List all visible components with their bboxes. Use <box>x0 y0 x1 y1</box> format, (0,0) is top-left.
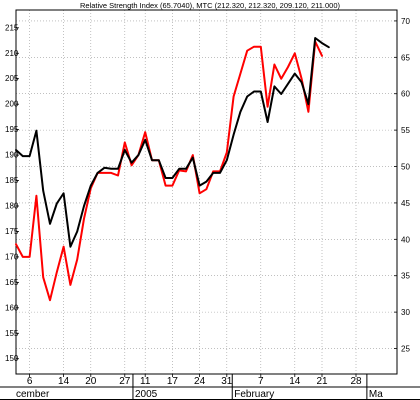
right-axis: 25 30 35 40 45 50 55 60 65 70 <box>394 17 410 354</box>
right-tick-label: 65 <box>401 53 410 62</box>
x-tick-label: 17 <box>167 376 179 387</box>
price-line <box>15 37 330 248</box>
month-label: Ma <box>369 389 383 400</box>
month-label: 2005 <box>135 389 158 400</box>
left-tick-label: 180 <box>5 202 19 211</box>
left-tick-label: 185 <box>5 176 19 185</box>
plot-border <box>15 9 398 375</box>
x-tick-label: 14 <box>58 376 70 387</box>
x-tick-label: 7 <box>258 376 264 387</box>
month-label: February <box>234 389 274 400</box>
left-tick-label: 200 <box>5 100 19 109</box>
left-tick-label: 160 <box>5 303 19 312</box>
series-lines <box>15 37 330 302</box>
left-axis: 150 155 160 165 170 175 180 185 190 195 200 205 210 2… <box>5 23 19 363</box>
left-tick-label: 155 <box>5 329 19 338</box>
right-tick-label: 55 <box>401 126 410 135</box>
x-tick-label: 24 <box>194 376 206 387</box>
x-axis: 6 14 20 27 11 17 24 31 7 14 21 28 cember 2005 February… <box>16 374 383 400</box>
left-tick-label: 150 <box>5 354 19 363</box>
x-tick-label: 27 <box>119 376 131 387</box>
right-tick-label: 70 <box>401 17 410 26</box>
x-tick-label: 28 <box>350 376 362 387</box>
left-tick-label: 190 <box>5 151 19 160</box>
x-tick-label: 6 <box>27 376 33 387</box>
left-tick-label: 205 <box>5 74 19 83</box>
right-tick-label: 45 <box>401 199 410 208</box>
left-tick-label: 195 <box>5 125 19 134</box>
left-tick-label: 175 <box>5 227 19 236</box>
left-tick-label: 215 <box>5 23 19 32</box>
right-tick-label: 25 <box>401 345 410 354</box>
right-tick-label: 35 <box>401 272 410 281</box>
x-tick-label: 11 <box>140 376 151 387</box>
left-tick-label: 165 <box>5 278 19 287</box>
x-tick-label: 31 <box>221 376 233 387</box>
right-tick-label: 40 <box>401 235 410 244</box>
rsi-line <box>15 40 323 302</box>
right-tick-label: 30 <box>401 308 410 317</box>
left-tick-label: 170 <box>5 252 19 261</box>
right-tick-label: 50 <box>401 163 410 172</box>
month-label: cember <box>16 389 50 400</box>
x-tick-label: 14 <box>289 376 301 387</box>
grid-lines <box>16 10 397 374</box>
x-tick-label: 20 <box>85 376 97 387</box>
chart-title: Relative Strength Index (65.7040), MTC (… <box>80 1 341 10</box>
left-tick-label: 210 <box>5 49 19 58</box>
x-tick-label: 21 <box>316 376 328 387</box>
plot-frame <box>0 9 420 400</box>
right-tick-label: 60 <box>401 90 410 99</box>
